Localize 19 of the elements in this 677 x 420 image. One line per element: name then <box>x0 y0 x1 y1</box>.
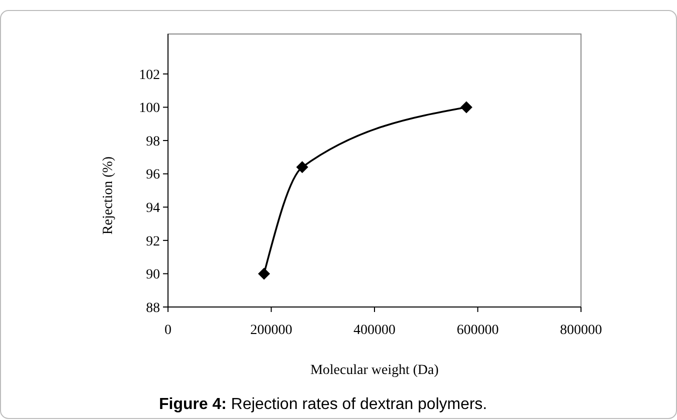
y-tick-label: 98 <box>146 134 160 150</box>
text: Figure 4: Rejection rates of dextran polymers. <box>159 396 488 413</box>
point <box>460 101 472 114</box>
y-tick-label: 102 <box>139 68 160 83</box>
point <box>258 268 270 280</box>
y-tick-label: 92 <box>146 234 160 250</box>
y-tick-label: 90 <box>146 268 160 283</box>
x-tick-label: 800000 <box>560 323 602 338</box>
y-tick-label: 88 <box>146 300 160 316</box>
x-axis-title: Molecular weight (Da) <box>310 363 439 378</box>
x-tick-label: 600000 <box>456 323 499 338</box>
x-tick-label: 400000 <box>354 323 396 338</box>
point <box>296 161 308 174</box>
y-tick-label: 100 <box>139 101 160 116</box>
x-tick-label: 200000 <box>250 323 292 338</box>
x-tick-label: 0 <box>164 323 172 338</box>
y-tick-label: 94 <box>146 201 160 216</box>
y-tick-label: 96 <box>146 168 160 183</box>
y-axis-title: Rejection (%) <box>101 156 116 235</box>
